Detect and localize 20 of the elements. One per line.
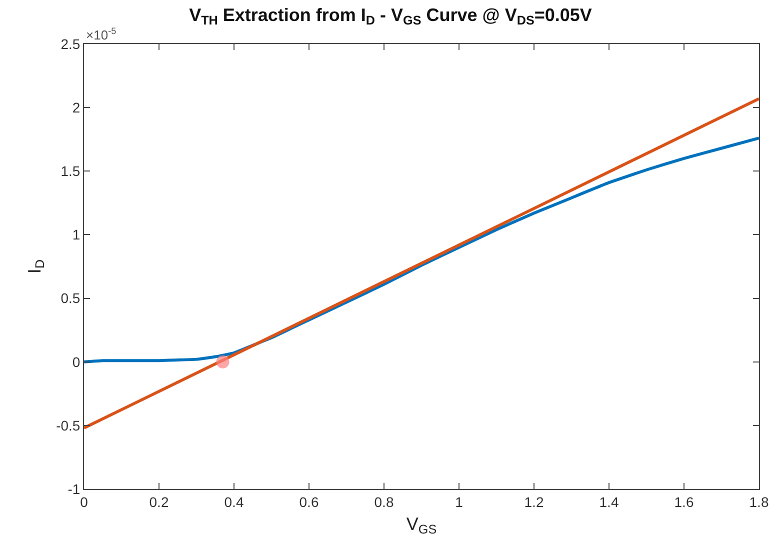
x-tick-label: 1.8 — [749, 494, 769, 510]
y-tick-label: 2 — [72, 99, 80, 116]
text: ×10$^{-5}$ — [86, 26, 116, 42]
chart-title: V$_{TH}$ Extraction from I$_{D}$ - V$_{GS}$ Curve @ V$_{DS}$=0.05V — [189, 4, 592, 28]
x-tick-label: 0.4 — [224, 494, 244, 510]
x-tick-label: 1.2 — [524, 494, 544, 510]
y-tick-label: 0.5 — [60, 290, 80, 306]
x-tick-label: 0.8 — [374, 494, 394, 510]
y-tick-label: 2.5 — [60, 36, 80, 52]
x-tick-label: 1 — [455, 494, 464, 510]
x-tick-label: 1.6 — [674, 494, 694, 510]
y-tick-label: 1.5 — [60, 163, 80, 180]
y-tick-label: 1 — [72, 226, 80, 243]
x-tick-label: 1.4 — [599, 494, 619, 510]
y-tick-label: 0 — [72, 354, 80, 370]
y-tick-label: -1 — [68, 480, 80, 497]
x-tick-label: 0.6 — [299, 494, 319, 510]
y-tick-label: -0.5 — [56, 417, 80, 434]
x-tick-label: 0.2 — [149, 494, 169, 510]
x-axis-title: V$_{GS}$ — [406, 514, 437, 537]
